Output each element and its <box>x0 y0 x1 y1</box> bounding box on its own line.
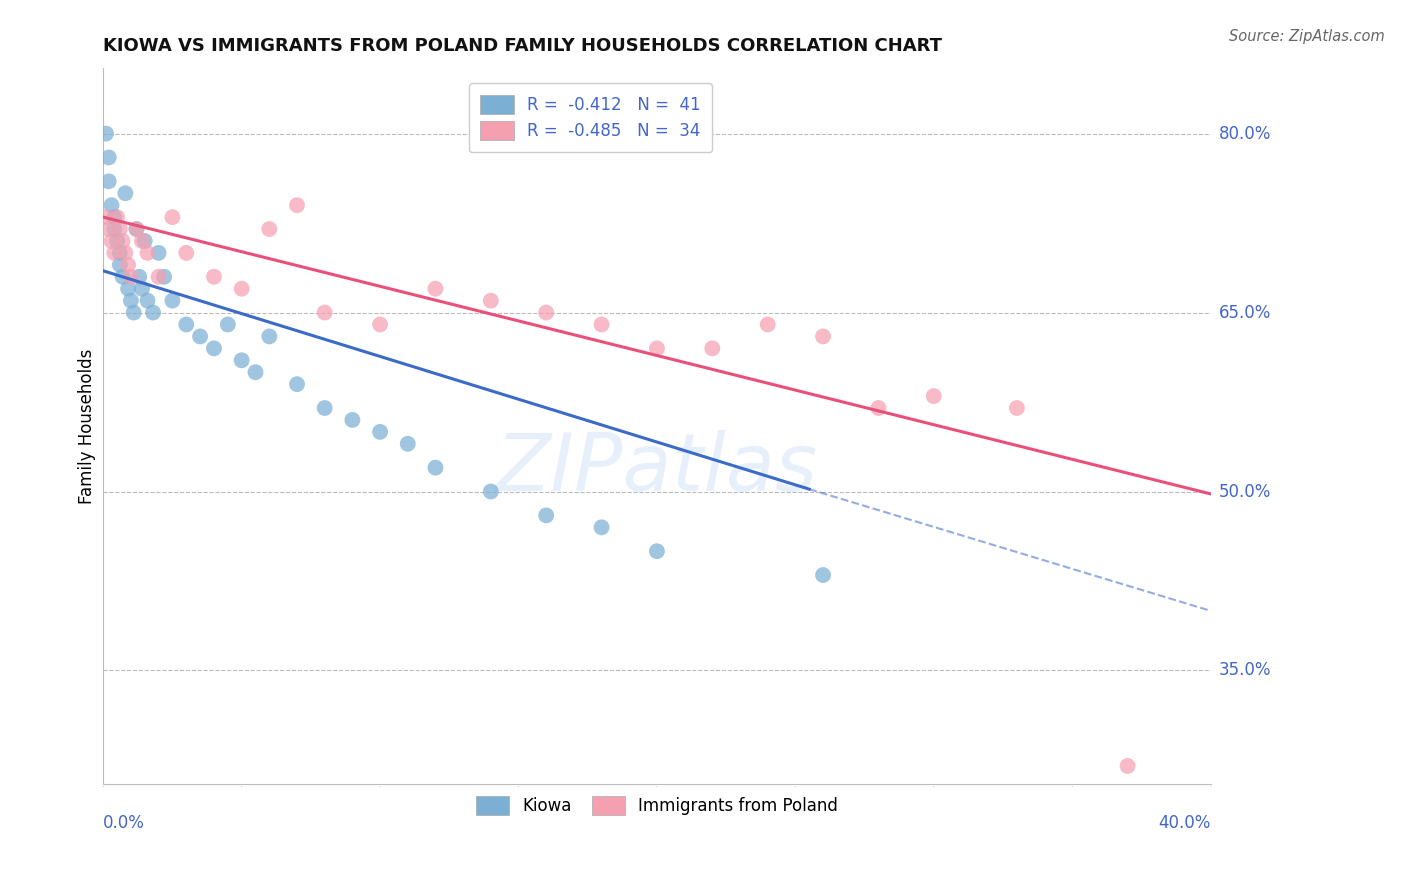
Point <box>125 222 148 236</box>
Point <box>922 389 945 403</box>
Point <box>100 198 122 212</box>
Point <box>811 329 834 343</box>
Point <box>425 282 447 296</box>
Point <box>108 258 131 272</box>
Point <box>103 210 125 224</box>
Point <box>314 401 336 415</box>
Point <box>136 246 159 260</box>
Point <box>97 222 120 236</box>
Text: Source: ZipAtlas.com: Source: ZipAtlas.com <box>1229 29 1385 44</box>
Text: 35.0%: 35.0% <box>1219 662 1271 680</box>
Text: ZIPatlas: ZIPatlas <box>496 430 818 508</box>
Point <box>125 222 148 236</box>
Point <box>425 460 447 475</box>
Point <box>245 365 267 379</box>
Point <box>131 234 153 248</box>
Point <box>97 151 120 165</box>
Point <box>114 186 136 201</box>
Text: 0.0%: 0.0% <box>103 814 145 832</box>
Text: 80.0%: 80.0% <box>1219 125 1271 143</box>
Point <box>103 222 125 236</box>
Point <box>285 198 308 212</box>
Point <box>153 269 176 284</box>
Point <box>174 318 197 332</box>
Point <box>148 269 170 284</box>
Point <box>131 282 153 296</box>
Point <box>591 318 613 332</box>
Text: KIOWA VS IMMIGRANTS FROM POLAND FAMILY HOUSEHOLDS CORRELATION CHART: KIOWA VS IMMIGRANTS FROM POLAND FAMILY H… <box>103 37 942 55</box>
Point <box>811 568 834 582</box>
Point <box>103 246 125 260</box>
Point <box>122 305 145 319</box>
Point <box>128 269 150 284</box>
Point <box>97 174 120 188</box>
Point <box>142 305 165 319</box>
Point <box>217 318 239 332</box>
Point <box>285 377 308 392</box>
Point <box>120 293 142 308</box>
Point <box>148 246 170 260</box>
Point <box>534 508 557 523</box>
Point <box>111 269 134 284</box>
Text: 65.0%: 65.0% <box>1219 303 1271 321</box>
Point <box>108 222 131 236</box>
Point <box>162 210 184 224</box>
Point <box>868 401 890 415</box>
Text: 40.0%: 40.0% <box>1159 814 1211 832</box>
Text: 50.0%: 50.0% <box>1219 483 1271 500</box>
Point <box>368 318 391 332</box>
Point <box>134 234 156 248</box>
Point <box>94 210 117 224</box>
Point <box>117 258 139 272</box>
Point <box>162 293 184 308</box>
Point <box>1005 401 1028 415</box>
Legend: Kiowa, Immigrants from Poland: Kiowa, Immigrants from Poland <box>470 789 845 822</box>
Point <box>1116 759 1139 773</box>
Point <box>591 520 613 534</box>
Point <box>188 329 211 343</box>
Point <box>105 234 128 248</box>
Point <box>111 234 134 248</box>
Point <box>479 484 502 499</box>
Point <box>231 353 253 368</box>
Point <box>100 234 122 248</box>
Point <box>117 282 139 296</box>
Point <box>202 269 225 284</box>
Point <box>105 210 128 224</box>
Point <box>108 246 131 260</box>
Point <box>534 305 557 319</box>
Point <box>702 342 724 356</box>
Y-axis label: Family Households: Family Households <box>79 348 96 504</box>
Point <box>202 342 225 356</box>
Point <box>259 329 281 343</box>
Point <box>174 246 197 260</box>
Point <box>314 305 336 319</box>
Point <box>120 269 142 284</box>
Point <box>94 127 117 141</box>
Point <box>396 437 419 451</box>
Point <box>368 425 391 439</box>
Point <box>342 413 364 427</box>
Point <box>479 293 502 308</box>
Point <box>259 222 281 236</box>
Point <box>645 342 668 356</box>
Point <box>114 246 136 260</box>
Point <box>756 318 779 332</box>
Point <box>645 544 668 558</box>
Point <box>136 293 159 308</box>
Point <box>231 282 253 296</box>
